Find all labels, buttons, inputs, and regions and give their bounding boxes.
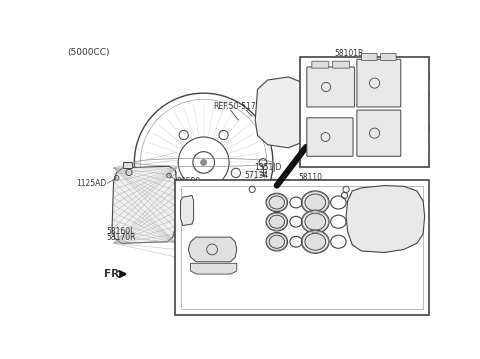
Bar [181, 186, 423, 309]
FancyBboxPatch shape [357, 59, 401, 107]
FancyBboxPatch shape [357, 110, 401, 156]
Text: 58170R: 58170R [106, 233, 135, 242]
Text: 86590: 86590 [177, 177, 201, 186]
Ellipse shape [301, 210, 329, 233]
Text: 58144B: 58144B [186, 227, 215, 236]
Bar [300, 57, 429, 167]
Text: 58113: 58113 [255, 237, 279, 246]
Text: 58144B: 58144B [402, 91, 431, 100]
Polygon shape [255, 77, 308, 148]
Ellipse shape [305, 233, 326, 250]
FancyBboxPatch shape [381, 53, 396, 60]
Ellipse shape [266, 213, 288, 231]
Text: 54562D: 54562D [246, 181, 276, 190]
FancyBboxPatch shape [312, 61, 329, 68]
Text: 58160L: 58160L [106, 227, 134, 236]
Text: 58181: 58181 [180, 210, 204, 219]
Circle shape [201, 159, 207, 165]
Text: 58113: 58113 [209, 224, 233, 233]
Text: FR.: FR. [104, 269, 123, 279]
Ellipse shape [266, 233, 288, 251]
Ellipse shape [269, 215, 285, 228]
Text: 1351JD: 1351JD [254, 163, 282, 172]
Bar [175, 180, 429, 315]
Text: 58314: 58314 [354, 183, 378, 192]
Text: 58114A: 58114A [252, 229, 281, 238]
Text: 58112: 58112 [255, 212, 279, 221]
FancyBboxPatch shape [307, 67, 355, 107]
Text: 1125AD: 1125AD [77, 179, 107, 188]
Text: 58144B: 58144B [402, 125, 431, 134]
Polygon shape [346, 186, 425, 252]
Ellipse shape [305, 213, 326, 230]
Polygon shape [123, 162, 132, 168]
Text: REF.50-517: REF.50-517 [214, 102, 256, 111]
Text: 58144B: 58144B [186, 274, 215, 283]
FancyBboxPatch shape [361, 53, 377, 60]
Ellipse shape [266, 193, 288, 212]
Ellipse shape [305, 194, 326, 211]
Text: 58112: 58112 [255, 245, 279, 254]
Text: 57134: 57134 [244, 171, 269, 180]
Polygon shape [180, 196, 193, 225]
Text: 58110: 58110 [299, 173, 323, 182]
Text: 43723: 43723 [267, 180, 292, 188]
Text: 58144B: 58144B [402, 143, 431, 151]
Text: 58112: 58112 [211, 196, 235, 205]
Text: 58114A: 58114A [217, 210, 246, 219]
Ellipse shape [269, 196, 285, 209]
Ellipse shape [269, 235, 285, 248]
FancyBboxPatch shape [307, 118, 353, 156]
Ellipse shape [301, 230, 329, 253]
Text: –D: –D [280, 190, 289, 199]
Text: 58113: 58113 [211, 203, 235, 213]
Text: 58125C: 58125C [244, 190, 274, 199]
Polygon shape [112, 166, 177, 243]
Text: (5000CC): (5000CC) [67, 48, 110, 57]
Text: 58125F: 58125F [354, 191, 382, 200]
Text: 58112: 58112 [209, 217, 233, 226]
Polygon shape [191, 263, 237, 274]
Text: 58144B: 58144B [402, 73, 431, 82]
Text: 58114A: 58114A [217, 231, 246, 240]
Text: 58114A: 58114A [250, 196, 279, 205]
Text: 58113: 58113 [254, 204, 278, 213]
Text: 58130: 58130 [299, 179, 323, 188]
Polygon shape [188, 237, 237, 262]
Text: 58101B: 58101B [335, 48, 364, 57]
Text: 58180: 58180 [180, 204, 204, 213]
Ellipse shape [301, 191, 329, 214]
FancyBboxPatch shape [333, 61, 349, 68]
